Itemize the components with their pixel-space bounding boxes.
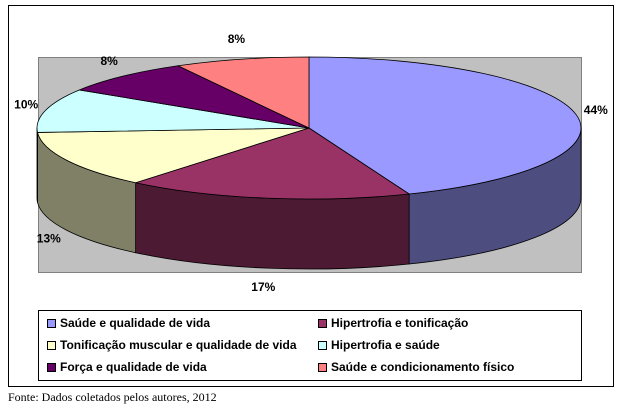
data-label: 10% (14, 98, 38, 112)
legend (38, 310, 582, 381)
pie-slice-side (36, 127, 38, 203)
pie-slice (77, 65, 310, 129)
legend-label: Tonificação muscular e qualidade de vida (60, 338, 297, 352)
legend-swatch (47, 341, 56, 350)
legend-label: Saúde e qualidade de vida (60, 316, 210, 330)
data-label: 8% (228, 32, 246, 46)
legend-swatch (47, 319, 56, 328)
data-label: 17% (251, 280, 275, 294)
pie-slice (37, 127, 310, 184)
data-label: 13% (37, 231, 61, 245)
legend-label: Hipertrofia e tonificação (331, 316, 468, 330)
data-label: 8% (100, 54, 118, 68)
source-note: Fonte: Dados coletados pelos autores, 20… (8, 390, 217, 404)
legend-label: Hipertrofia e saúde (331, 338, 440, 352)
legend-items: Saúde e qualidade de vida Hipertrofia e t… (47, 316, 514, 374)
legend-swatch (318, 363, 327, 372)
pie-slice (308, 56, 582, 195)
legend-swatch (318, 319, 327, 328)
legend-label: Saúde e condicionamento físico (331, 360, 514, 374)
legend-swatch (47, 363, 56, 372)
pie: 44% 17% 13% 10% 8% 8% (14, 32, 608, 294)
pie-slice (176, 56, 310, 129)
data-label: 44% (584, 103, 608, 117)
pie-slice (134, 127, 411, 200)
pie-slice (36, 89, 310, 133)
legend-swatch (318, 341, 327, 350)
legend-label: Força e qualidade de vida (60, 360, 207, 374)
